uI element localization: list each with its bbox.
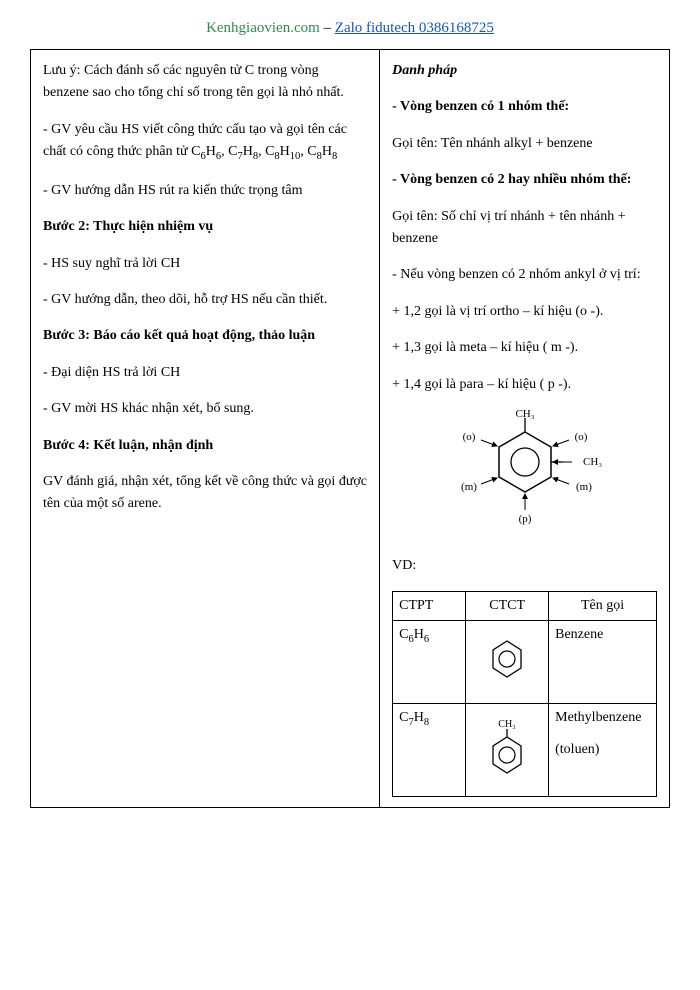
zalo-link[interactable]: Zalo fidutech 0386168725: [335, 20, 494, 36]
ctpt-cell: C7H8: [393, 704, 466, 797]
compound-alt-name: (toluen): [555, 742, 599, 757]
step2-heading: Bước 2: Thực hiện nhiệm vụ: [43, 216, 367, 238]
col-ctct: CTCT: [466, 592, 549, 621]
ctpt-cell: C6H6: [393, 621, 466, 704]
svg-text:(o): (o): [574, 431, 587, 443]
svg-text:(m): (m): [461, 481, 477, 493]
step4-heading: Bước 4: Kết luận, nhận định: [43, 435, 367, 457]
page-header: Kenhgiaovien.com – Zalo fidutech 0386168…: [30, 20, 670, 37]
step3-item-a: - Đại diện HS trả lời CH: [43, 362, 367, 384]
step4-item-a: GV đánh giá, nhận xét, tổng kết về công …: [43, 471, 367, 516]
svg-text:(m): (m): [576, 481, 592, 493]
main-table: Lưu ý: Cách đánh số các nguyên tử C tron…: [30, 49, 670, 808]
danh-phap-title: Danh pháp: [392, 60, 657, 82]
name2-text: Gọi tên: Số chỉ vị trí nhánh + tên nhánh…: [392, 206, 657, 251]
name-cell: Methylbenzene (toluen): [549, 704, 657, 797]
svg-text:(o): (o): [462, 431, 475, 443]
table-header-row: CTPT CTCT Tên gọi: [393, 592, 657, 621]
ctct-cell: [466, 621, 549, 704]
site-link[interactable]: Kenhgiaovien.com: [206, 20, 320, 36]
sub1-heading: - Vòng benzen có 1 nhóm thế:: [392, 96, 657, 118]
svg-text:(p): (p): [518, 513, 531, 525]
step3-item-b: - GV mời HS khác nhận xét, bổ sung.: [43, 398, 367, 420]
benzene-svg: CH₃ (o) (o) CH₃ (m) (m) (p): [445, 410, 605, 540]
page: Kenhgiaovien.com – Zalo fidutech 0386168…: [0, 0, 700, 990]
benzene-position-diagram: CH₃ (o) (o) CH₃ (m) (m) (p): [392, 410, 657, 545]
col-ctpt: CTPT: [393, 592, 466, 621]
svg-text:CH₃: CH₃: [583, 456, 602, 468]
step2-item-b: - GV hướng dẫn, theo dõi, hỗ trợ HS nếu …: [43, 289, 367, 311]
step2-item-a: - HS suy nghĩ trả lời CH: [43, 253, 367, 275]
toluene-icon: CH₃: [485, 717, 529, 779]
compound-name: Methylbenzene: [555, 710, 641, 725]
cond-text: - Nếu vòng benzen có 2 nhóm ankyl ở vị t…: [392, 264, 657, 286]
requirement-text: - GV yêu cầu HS viết công thức cấu tạo v…: [43, 119, 367, 166]
benzene-icon: [487, 637, 527, 683]
step3-heading: Bước 3: Báo cáo kết quả hoạt động, thảo …: [43, 325, 367, 347]
note-text: Lưu ý: Cách đánh số các nguyên tử C tron…: [43, 60, 367, 105]
guide-text: - GV hướng dẫn HS rút ra kiến thức trọng…: [43, 180, 367, 202]
svg-text:CH₃: CH₃: [498, 719, 515, 730]
name1-text: Gọi tên: Tên nhánh alkyl + benzene: [392, 133, 657, 155]
table-row: C7H8 CH₃ Methylbenzene (toluen): [393, 704, 657, 797]
pos-para: + 1,4 gọi là para – kí hiệu ( p -).: [392, 374, 657, 396]
dash: –: [320, 20, 335, 36]
sub2-heading: - Vòng benzen có 2 hay nhiều nhóm thế:: [392, 169, 657, 191]
pos-ortho: + 1,2 gọi là vị trí ortho – kí hiệu (o -…: [392, 301, 657, 323]
name-cell: Benzene: [549, 621, 657, 704]
right-cell: Danh pháp - Vòng benzen có 1 nhóm thế: G…: [380, 50, 670, 808]
table-row: C6H6 Benzene: [393, 621, 657, 704]
col-tengoi: Tên gọi: [549, 592, 657, 621]
svg-text:CH₃: CH₃: [515, 410, 534, 420]
pos-meta: + 1,3 gọi là meta – kí hiệu ( m -).: [392, 337, 657, 359]
example-table: CTPT CTCT Tên gọi C6H6 Benzene: [392, 591, 657, 797]
left-cell: Lưu ý: Cách đánh số các nguyên tử C tron…: [31, 50, 380, 808]
vd-label: VD:: [392, 555, 657, 577]
ctct-cell: CH₃: [466, 704, 549, 797]
